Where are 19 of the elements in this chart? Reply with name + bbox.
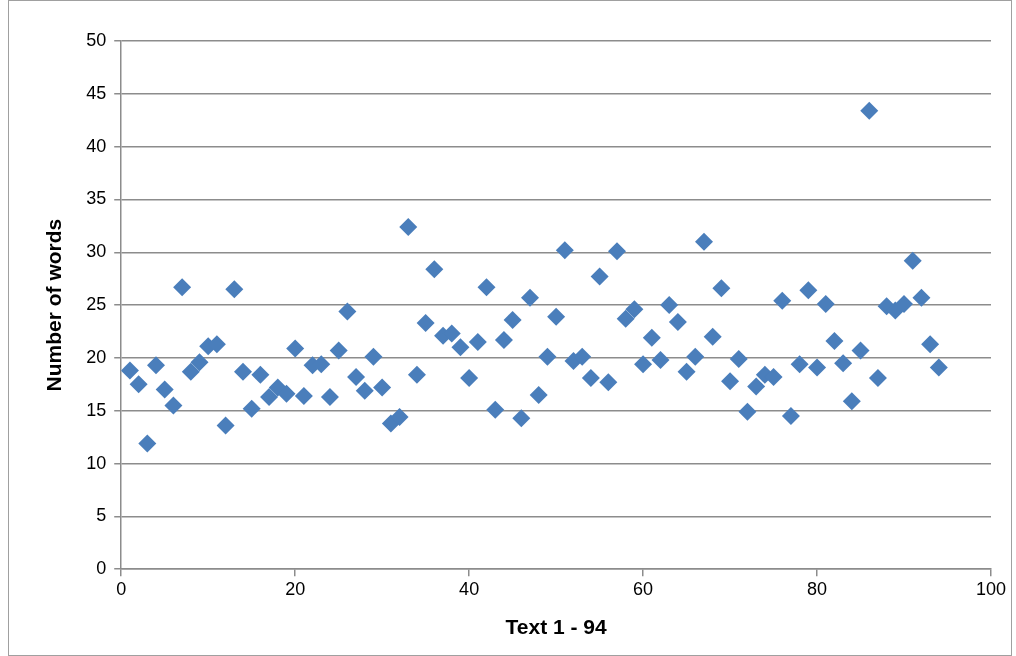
y-tick-label: 40 [86,135,107,156]
y-tick-label: 35 [86,188,107,209]
y-tick-label: 25 [86,294,107,315]
x-tick-label: 20 [285,578,306,599]
y-tick-label: 30 [86,241,107,262]
y-tick-label: 10 [86,452,107,473]
x-tick-label: 0 [116,578,127,599]
x-tick-label: 60 [633,578,654,599]
x-axis-title: Text 1 - 94 [505,615,608,639]
y-tick-label: 20 [86,346,107,367]
y-tick-label: 5 [96,505,107,526]
y-tick-label: 0 [96,558,107,579]
y-axis-title: Number of words [42,218,66,392]
y-tick-label: 15 [86,399,107,420]
y-tick-label: 50 [86,29,107,50]
x-tick-label: 80 [807,578,828,599]
y-tick-label: 45 [86,82,107,103]
x-tick-label: 100 [975,578,1007,599]
x-tick-label: 40 [459,578,480,599]
